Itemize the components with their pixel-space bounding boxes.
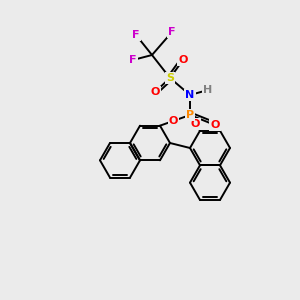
Text: P: P — [186, 110, 194, 120]
Text: O: O — [178, 55, 188, 65]
Text: O: O — [191, 118, 200, 129]
Text: F: F — [129, 55, 137, 65]
Text: O: O — [150, 87, 160, 97]
Text: F: F — [132, 30, 140, 40]
Text: O: O — [169, 116, 178, 126]
Text: N: N — [185, 90, 195, 100]
Text: H: H — [203, 85, 213, 95]
Text: O: O — [210, 120, 220, 130]
Text: S: S — [166, 73, 174, 83]
Text: F: F — [168, 27, 176, 37]
